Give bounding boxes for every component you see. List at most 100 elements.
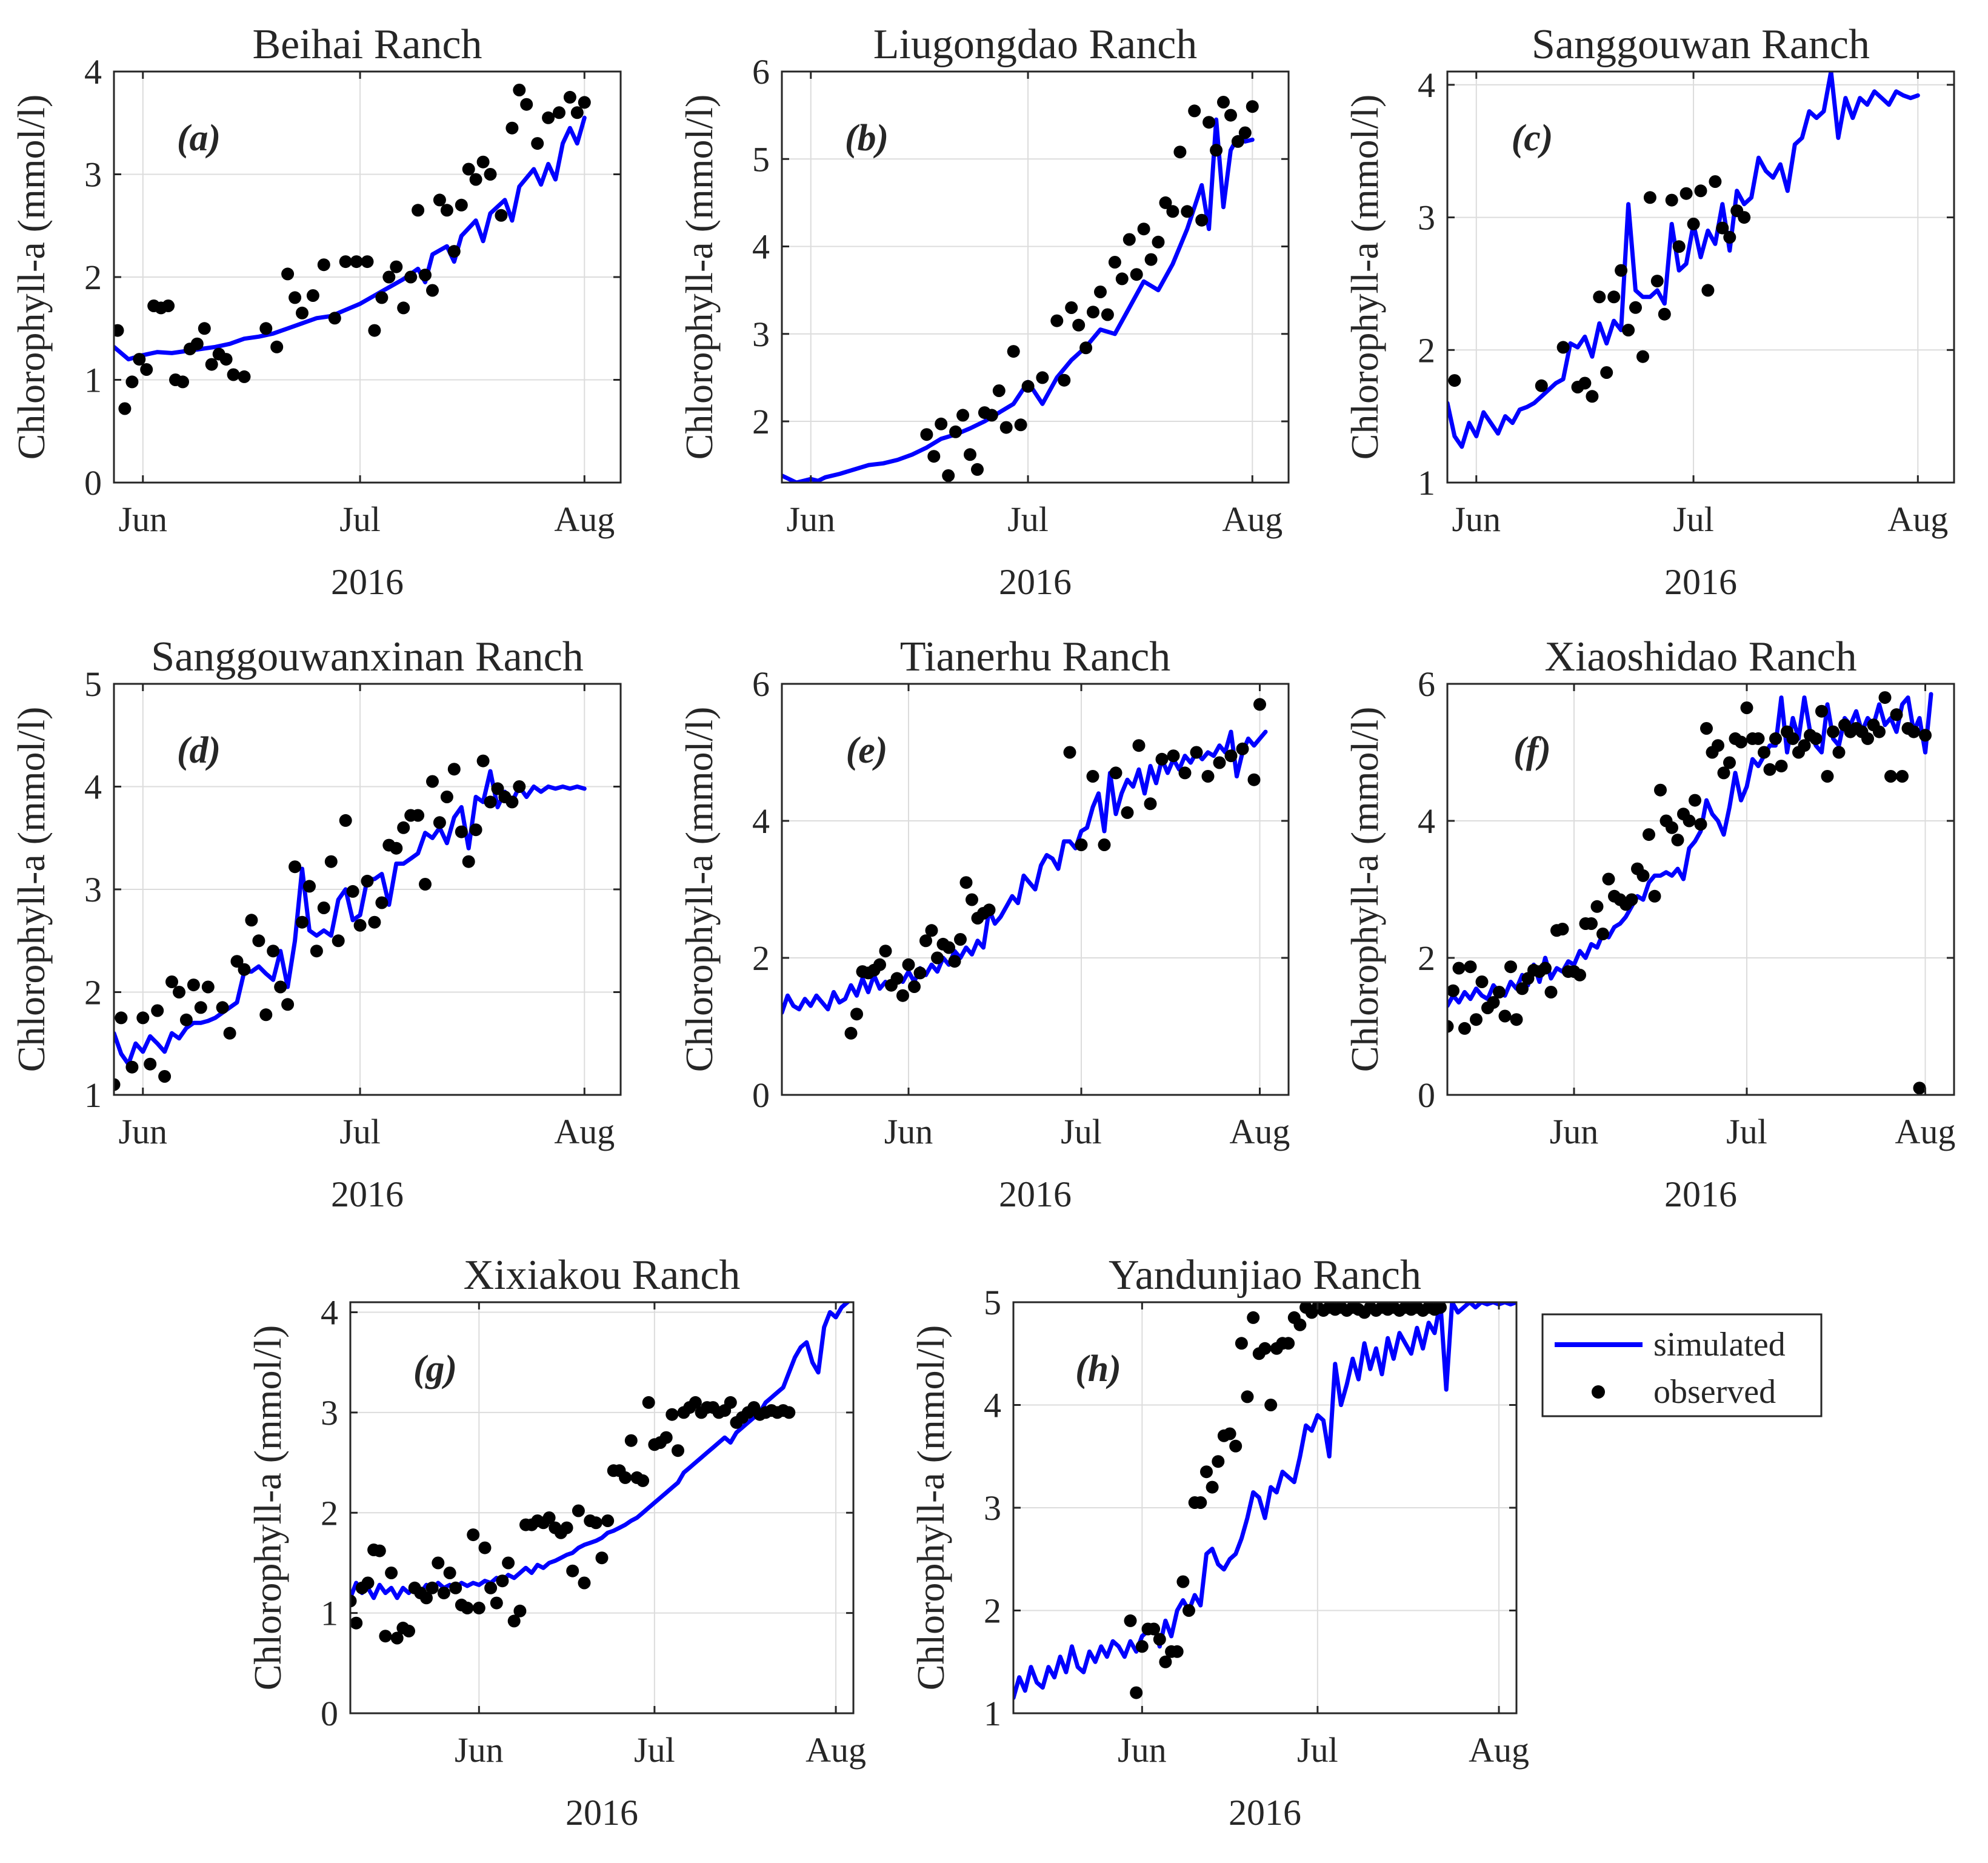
observed-point	[1224, 109, 1237, 122]
observed-point	[447, 245, 461, 258]
observed-point	[238, 370, 251, 383]
axes-box	[1446, 683, 1955, 1096]
observed-point	[1087, 306, 1099, 319]
ticks	[1013, 1301, 1516, 1714]
observed-point	[1556, 341, 1570, 354]
panel-title: Tianerhu Ranch	[900, 634, 1171, 680]
y-tick-label: 3	[1418, 198, 1435, 238]
observed-point	[115, 1011, 128, 1025]
observed-point	[1763, 763, 1776, 776]
observed-point	[476, 754, 490, 768]
observed-point	[1683, 814, 1696, 828]
observed-point	[513, 780, 526, 793]
observed-point	[1098, 838, 1111, 851]
observed-point	[1602, 872, 1615, 886]
observed-point	[227, 368, 240, 381]
observed-point	[245, 914, 258, 927]
ticks	[114, 70, 621, 484]
observed-point	[1135, 1640, 1149, 1653]
observed-point	[1600, 366, 1613, 379]
y-tick-label: 3	[984, 1488, 1001, 1528]
observed-point	[310, 945, 323, 958]
legend: simulated observed	[1541, 1313, 1823, 1417]
observed-point	[949, 425, 962, 438]
panel-tag: (e)	[846, 730, 888, 771]
y-axis-label: Chlorophyll-a (mmol/l)	[1343, 707, 1386, 1072]
ticks	[782, 683, 1289, 1096]
observed-point	[1821, 770, 1834, 783]
y-tick-label: 4	[1418, 65, 1435, 105]
panel-tag: (a)	[177, 118, 221, 159]
observed-point	[1890, 708, 1903, 721]
observed-point	[1170, 1645, 1184, 1658]
observed-point	[373, 1544, 386, 1557]
observed-point	[1202, 116, 1216, 129]
y-axis-label: Chlorophyll-a (mmol/l)	[678, 95, 721, 460]
observed-point	[190, 337, 204, 350]
y-tick-label: 6	[1418, 664, 1435, 704]
observed-point	[179, 1013, 193, 1026]
observed-point	[1694, 184, 1707, 198]
panel-title: Liugongdao Ranch	[873, 21, 1198, 68]
observed-point	[665, 1408, 679, 1421]
y-tick-label: 1	[84, 361, 102, 400]
observed-point	[971, 463, 984, 476]
observed-point	[942, 941, 955, 954]
panel-title: Yandunjiao Ranch	[1109, 1252, 1421, 1299]
observed-point	[440, 791, 453, 803]
observed-point	[1654, 783, 1667, 797]
plot-area	[350, 1302, 851, 1645]
x-tick-label: Jul	[1061, 1112, 1102, 1151]
observed-point	[1201, 770, 1215, 783]
observed-point	[426, 775, 439, 788]
series-observed	[114, 84, 591, 415]
panel-title: Xiaoshidao Ranch	[1544, 634, 1856, 680]
observed-point	[1544, 986, 1558, 998]
observed-point	[1884, 770, 1897, 783]
observed-point	[1596, 928, 1609, 940]
observed-point	[259, 1008, 273, 1022]
series-observed	[114, 754, 526, 1091]
panel-8: 1 2 3 4 5 Jun Jul Aug 2016 Chlorophyll-a (mmol/l)…	[909, 1252, 1529, 1833]
observed-point	[1607, 290, 1621, 304]
observed-point	[935, 417, 948, 430]
observed-point	[437, 1587, 450, 1600]
observed-point	[1723, 756, 1736, 769]
axes-box	[1446, 70, 1955, 484]
observed-point	[1206, 1480, 1219, 1494]
panel-tag: (c)	[1512, 118, 1553, 159]
y-tick-label: 2	[752, 938, 770, 978]
observed-point	[1493, 986, 1506, 998]
observed-point	[281, 998, 295, 1011]
x-axis-label: 2016	[565, 1793, 638, 1833]
y-tick-label: 2	[984, 1591, 1001, 1631]
observed-point	[375, 896, 389, 909]
y-tick-label: 5	[84, 664, 102, 704]
x-tick-label: Jul	[1297, 1730, 1338, 1770]
observed-point	[1716, 221, 1729, 235]
y-tick-label: 2	[752, 402, 770, 441]
series-observed	[1447, 691, 1932, 1095]
y-tick-label: 0	[321, 1694, 338, 1733]
panel-title: Xixiakou Ranch	[464, 1252, 741, 1299]
observed-point	[125, 1060, 139, 1074]
observed-point	[1166, 205, 1179, 218]
y-tick-label: 5	[984, 1283, 1001, 1322]
observed-point	[490, 1596, 503, 1610]
observed-point	[1622, 324, 1635, 336]
grid	[1447, 72, 1954, 483]
observed-point	[205, 358, 218, 371]
observed-point	[1108, 256, 1121, 269]
observed-point	[1723, 230, 1736, 244]
x-tick-label: Aug	[1222, 500, 1283, 539]
observed-point	[219, 353, 233, 366]
observed-point	[1590, 900, 1604, 913]
panel-title: Beihai Ranch	[252, 21, 482, 68]
observed-point	[1115, 272, 1129, 286]
observed-point	[447, 763, 461, 776]
observed-point	[595, 1551, 609, 1565]
observed-point	[1132, 739, 1146, 752]
observed-point	[133, 353, 146, 366]
observed-point	[1694, 818, 1707, 831]
observed-point	[642, 1396, 655, 1409]
